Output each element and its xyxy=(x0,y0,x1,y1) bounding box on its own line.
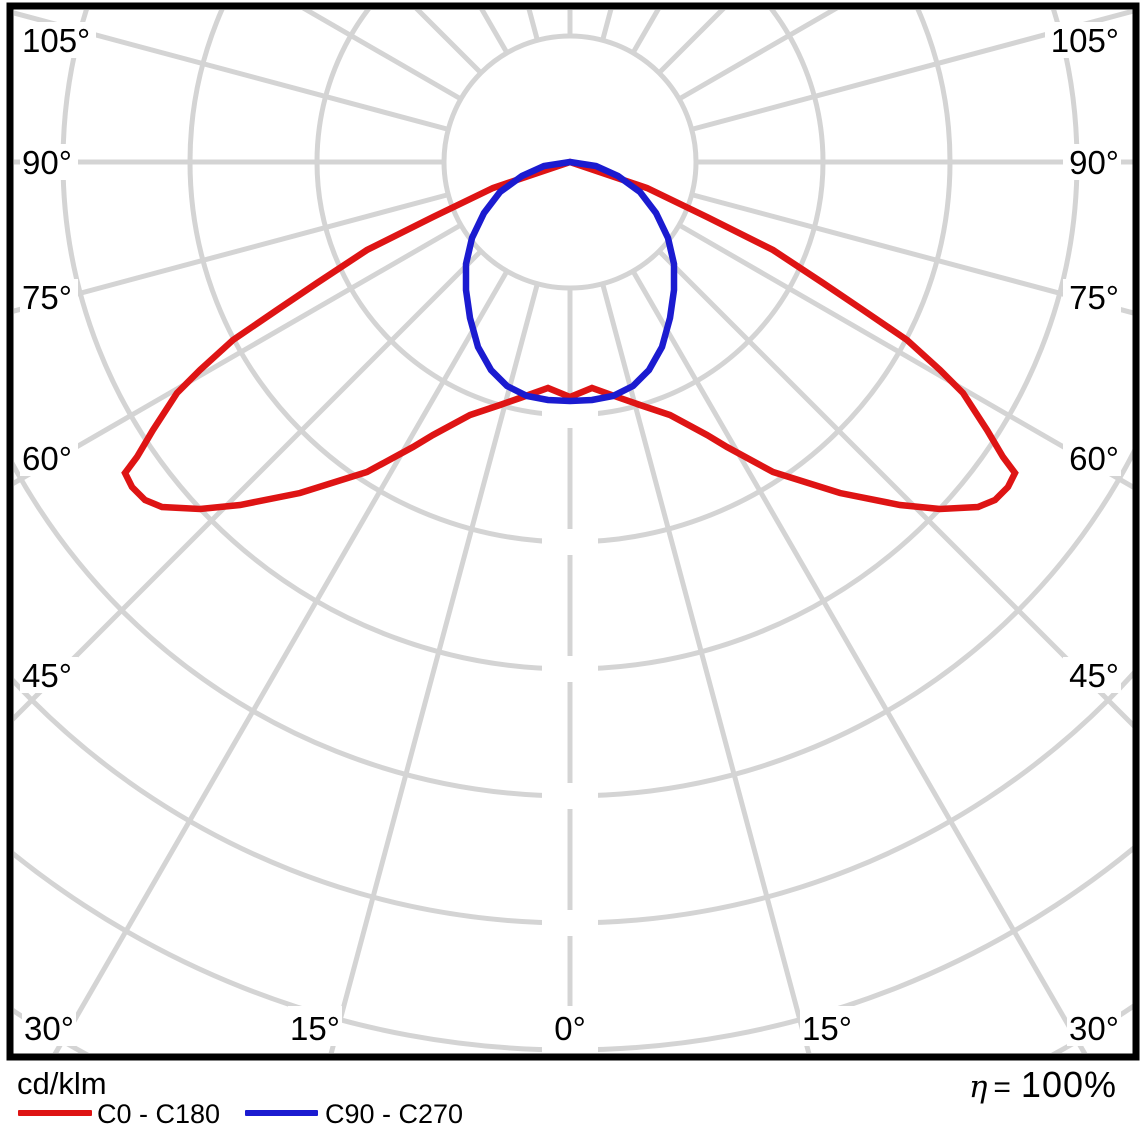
angle-label: 30° xyxy=(1069,1010,1119,1047)
grid-ray xyxy=(14,222,463,486)
angle-label-box xyxy=(20,144,78,180)
angle-label: 0° xyxy=(554,1010,586,1047)
angle-label-box xyxy=(543,1006,597,1046)
legend-label-c90-c270: C90 - C270 xyxy=(325,1099,464,1129)
ring-label-gap xyxy=(542,402,598,428)
grid-ray xyxy=(630,269,1088,1053)
curve-c0-c180 xyxy=(121,158,1019,513)
angle-label: 60° xyxy=(22,440,72,477)
angle-label: 15° xyxy=(802,1010,852,1047)
angle-label-box xyxy=(1063,279,1121,315)
curve-c90-c270 xyxy=(462,158,678,405)
grid-ray xyxy=(328,283,540,1053)
angle-label: 45° xyxy=(22,657,72,694)
grid-ray xyxy=(14,10,449,132)
angle-label: 90° xyxy=(1069,144,1119,181)
grid-ray xyxy=(600,283,812,1053)
angle-label-box xyxy=(1063,144,1121,180)
angle-label-box xyxy=(20,279,78,315)
ring-label-gap xyxy=(542,783,598,809)
angle-label-box xyxy=(1067,1006,1121,1046)
grid-ray xyxy=(691,192,1133,316)
ring-label-gap xyxy=(542,656,598,682)
legend-line-c90-c270 xyxy=(245,1110,318,1116)
angle-label-box xyxy=(1045,22,1121,58)
eta-value: 100% xyxy=(1020,1064,1117,1105)
legend-label-c0-c180: C0 - C180 xyxy=(97,1099,221,1129)
grid-ray xyxy=(691,10,1133,132)
grid-ray xyxy=(677,222,1133,490)
angle-label-box xyxy=(288,1006,342,1046)
grid-ray xyxy=(657,249,1133,729)
eta-equals: = xyxy=(993,1071,1011,1104)
angle-label: 75° xyxy=(22,279,72,316)
unit-label: cd/klm xyxy=(17,1066,107,1101)
angle-label: 60° xyxy=(1069,440,1119,477)
angle-label: 75° xyxy=(1069,279,1119,316)
angle-label-box xyxy=(20,22,96,58)
legend-line-c0-c180 xyxy=(18,1110,92,1116)
grid-ray xyxy=(52,269,510,1053)
eta-symbol: η xyxy=(968,1069,988,1105)
angle-label-box xyxy=(800,1006,854,1046)
angle-label-box xyxy=(22,1006,76,1046)
angle-label-box xyxy=(1063,440,1121,476)
grid-ray xyxy=(14,192,449,314)
ring-label-gap xyxy=(542,529,598,555)
angle-label: 105° xyxy=(1051,22,1119,59)
angle-label-box xyxy=(1063,657,1121,693)
angle-label-box xyxy=(20,657,78,693)
angle-label: 15° xyxy=(290,1010,340,1047)
grid-ray xyxy=(14,249,483,722)
angle-label: 90° xyxy=(22,144,72,181)
light-output-ratio: η = 100% xyxy=(969,1064,1117,1106)
angle-label: 30° xyxy=(24,1010,74,1047)
angle-labels: 105° 90° 75° 60° 45° 105° 90° 75° 60° 45° 30° 15° 0°… xyxy=(20,22,1121,1047)
plot-border xyxy=(6,2,1140,1061)
ring-label-gap xyxy=(542,910,598,936)
intensity-curves xyxy=(121,158,1019,513)
angle-label: 45° xyxy=(1069,657,1119,694)
angle-label-box xyxy=(20,440,78,476)
angle-label: 105° xyxy=(22,22,90,59)
